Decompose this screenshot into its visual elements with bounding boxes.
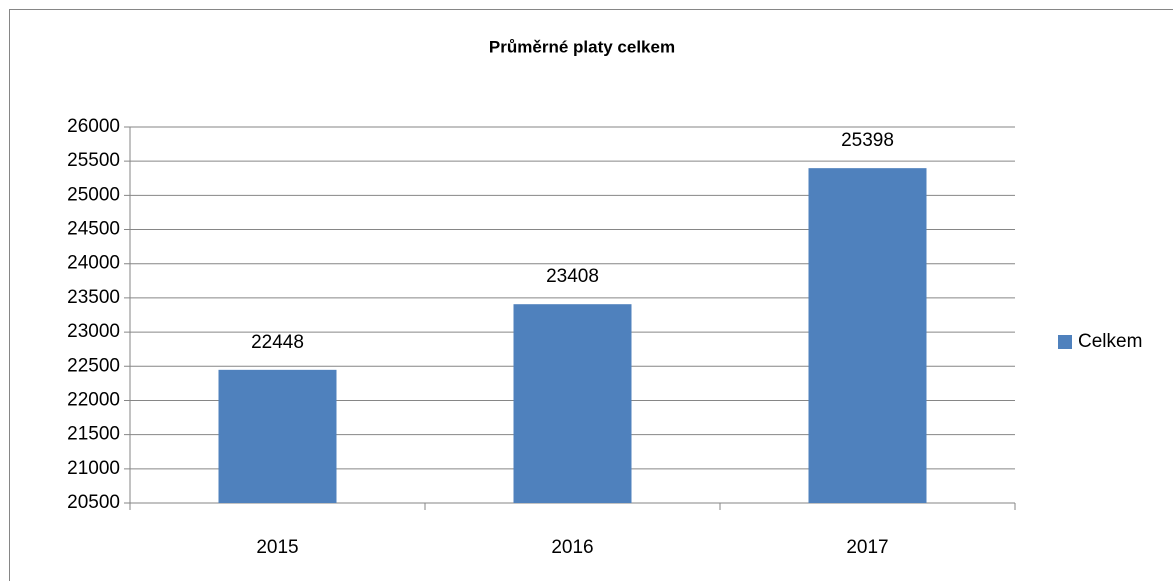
bar	[513, 304, 632, 503]
legend-swatch	[1058, 335, 1072, 349]
x-tick-label: 2017	[846, 537, 888, 558]
y-tick-label: 21000	[67, 458, 120, 479]
data-label: 22448	[251, 332, 304, 353]
y-tick-label: 23000	[67, 321, 120, 342]
y-tick-label: 25500	[67, 150, 120, 171]
chart-title: Průměrné platy celkem	[489, 37, 675, 56]
y-tick-label: 22500	[67, 355, 120, 376]
legend-label: Celkem	[1078, 331, 1142, 352]
data-label: 23408	[546, 266, 599, 287]
y-tick-label: 25000	[67, 184, 120, 205]
x-tick-label: 2015	[256, 537, 298, 558]
data-label: 25398	[841, 130, 894, 151]
y-tick-label: 20500	[67, 492, 120, 513]
bar	[218, 369, 337, 503]
y-tick-label: 26000	[67, 116, 120, 137]
y-tick-label: 23500	[67, 287, 120, 308]
y-tick-label: 24000	[67, 253, 120, 274]
x-tick-label: 2016	[551, 537, 593, 558]
y-tick-label: 24500	[67, 219, 120, 240]
bar	[808, 168, 927, 503]
y-tick-label: 22000	[67, 389, 120, 410]
y-tick-label: 21500	[67, 424, 120, 445]
